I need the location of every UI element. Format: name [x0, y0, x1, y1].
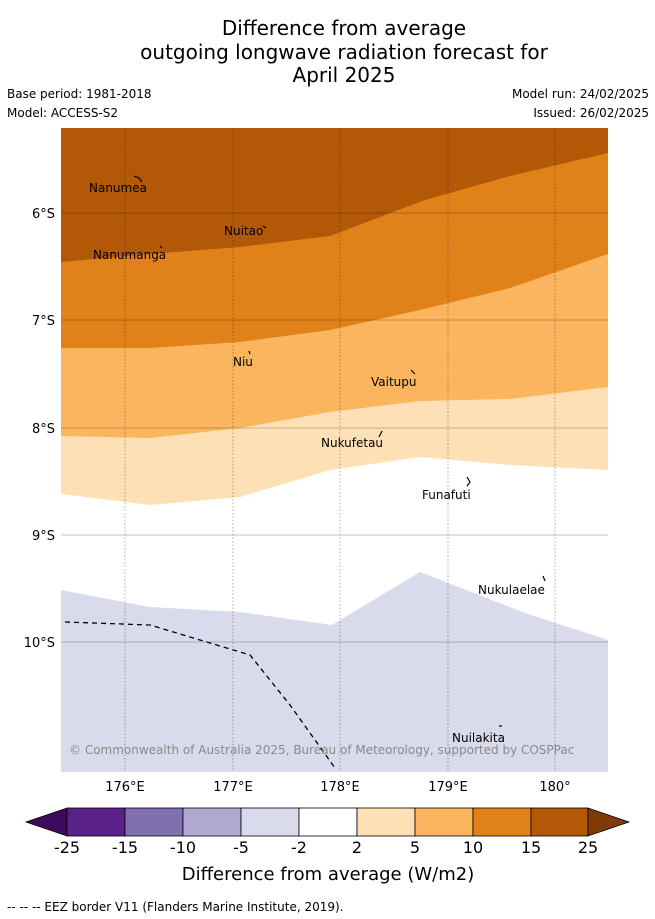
- colorbar: [24, 807, 631, 837]
- lon-tick-label: 178°E: [320, 780, 360, 795]
- eez-border: [64, 621, 336, 769]
- place-label: Nuitao: [224, 224, 263, 238]
- colorbar-tick-labels: -25 -15 -10 -5 -2 2 5 10 15 25: [54, 838, 598, 857]
- lat-tick-label: 7°S: [32, 314, 55, 329]
- base-period: Base period: 1981-2018: [7, 87, 152, 101]
- colorbar-tick: 2: [352, 838, 362, 857]
- title-line-3: April 2025: [292, 63, 396, 87]
- colorbar-extend-high: [587, 807, 631, 837]
- title-line-2: outgoing longwave radiation forecast for: [140, 39, 548, 64]
- lat-tick-label: 10°S: [24, 636, 55, 651]
- field-minus5-minus2: [61, 572, 608, 772]
- colorbar-tick: 25: [578, 838, 598, 857]
- place-label: Niu: [233, 355, 253, 369]
- colorbar-tick: -2: [291, 838, 307, 857]
- colorbar-bin: [530, 807, 589, 837]
- model-run: Model run: 24/02/2025: [511, 87, 649, 101]
- colorbar-tick: -10: [170, 838, 196, 857]
- lon-tick-label: 179°E: [428, 780, 468, 795]
- lat-tick-label: 8°S: [32, 422, 55, 437]
- lat-tick-label: 6°S: [32, 207, 55, 222]
- place-label: Nukulaelae: [478, 583, 545, 597]
- colorbar-bin: [124, 807, 184, 837]
- colorbar-extend-low: [24, 807, 68, 837]
- place-label: Nanumea: [89, 181, 147, 195]
- latitude-labels: 6°S 7°S 8°S 9°S 10°S: [24, 207, 55, 651]
- place-label: Funafuti: [422, 488, 471, 502]
- place-labels: Nanumea Nuitao Nanumanga Niu Vaitupu Nuk…: [89, 181, 545, 745]
- latitude-gridlines: [61, 212, 608, 643]
- lon-tick-label: 176°E: [105, 780, 145, 795]
- colorbar-tick: -25: [54, 838, 80, 857]
- place-label: Vaitupu: [371, 375, 417, 389]
- copyright-notice: © Commonwealth of Australia 2025, Bureau…: [69, 743, 574, 757]
- colorbar-bin: [298, 807, 358, 837]
- colorbar-tick: -5: [233, 838, 249, 857]
- lat-tick-label: 9°S: [32, 529, 55, 544]
- issued-date: Issued: 26/02/2025: [533, 106, 649, 120]
- anomaly-fields: [61, 128, 608, 772]
- place-label: Nukufetau: [321, 436, 383, 450]
- lon-tick-label: 177°E: [213, 780, 253, 795]
- longitude-gridlines: [124, 128, 556, 772]
- colorbar-bin: [356, 807, 416, 837]
- eez-footnote: -- -- -- EEZ border V11 (Flanders Marine…: [7, 900, 344, 914]
- place-label: Nuilakita: [452, 731, 505, 745]
- colorbar-tick: 5: [410, 838, 420, 857]
- colorbar-bin: [66, 807, 126, 837]
- colorbar-bin: [182, 807, 242, 837]
- colorbar-bin: [472, 807, 532, 837]
- model-name: Model: ACCESS-S2: [7, 106, 119, 120]
- islands: [133, 175, 546, 727]
- place-label: Nanumanga: [93, 248, 166, 262]
- colorbar-label: Difference from average (W/m2): [182, 864, 474, 885]
- colorbar-tick: -15: [112, 838, 138, 857]
- lon-tick-label: 180°: [539, 780, 570, 795]
- colorbar-tick: 10: [463, 838, 483, 857]
- colorbar-bin: [240, 807, 300, 837]
- colorbar-bin: [414, 807, 474, 837]
- field-15-25: [61, 128, 608, 262]
- colorbar-tick: 15: [521, 838, 541, 857]
- longitude-labels: 176°E 177°E 178°E 179°E 180°: [105, 780, 570, 795]
- chart-title: Difference from average outgoing longwav…: [0, 16, 655, 88]
- title-line-1: Difference from average: [221, 16, 467, 40]
